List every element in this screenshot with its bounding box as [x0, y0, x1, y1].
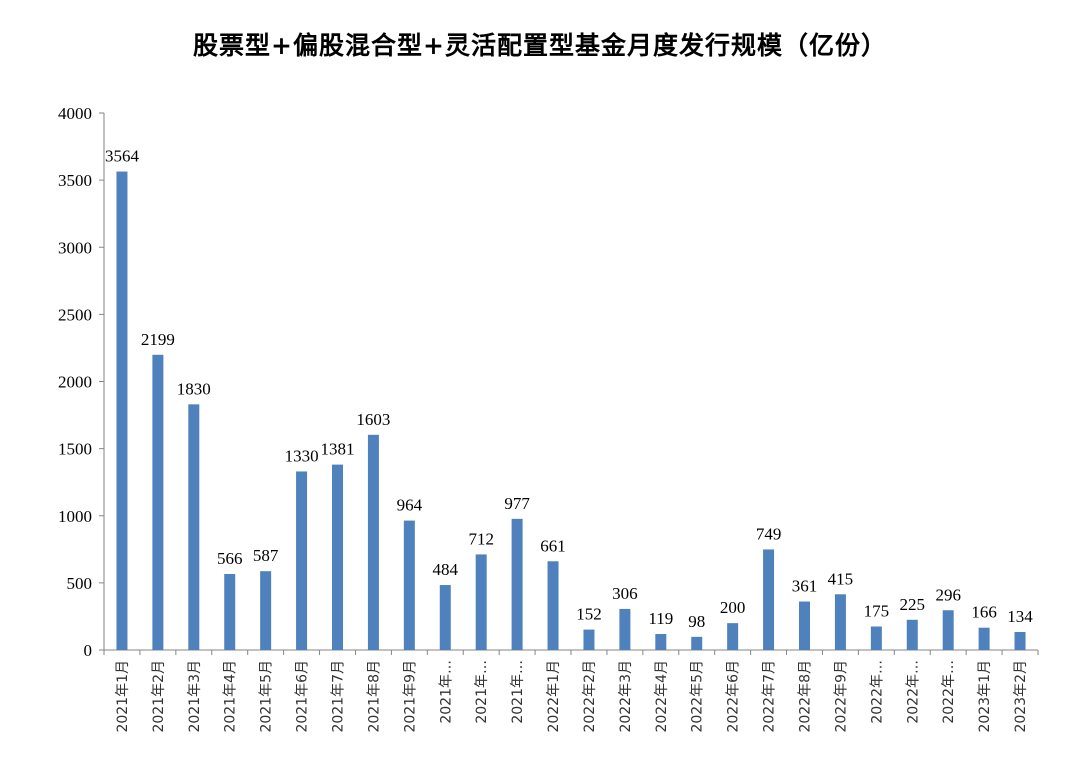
y-tick-label: 1500 [58, 440, 92, 459]
data-label: 1381 [321, 440, 355, 459]
bar [224, 574, 236, 650]
data-label: 1603 [356, 410, 390, 429]
bar [942, 610, 954, 650]
category-label: 2021年… [510, 660, 526, 724]
chart-title: 股票型+偏股混合型+灵活配置型基金月度发行规模（亿份） [193, 31, 887, 60]
category-label: 2021年7月 [331, 660, 347, 733]
data-label: 566 [217, 549, 243, 568]
data-label: 2199 [141, 330, 175, 349]
category-label: 2023年1月 [977, 660, 993, 733]
data-label: 1830 [177, 379, 211, 398]
bar [870, 626, 882, 650]
bar [655, 634, 667, 650]
bar [583, 629, 595, 650]
category-label: 2021年3月 [187, 660, 203, 733]
category-label: 2021年… [474, 660, 490, 724]
y-axis: 0 500 1000 1500 2000 2500 3000 3500 4000 [58, 104, 105, 660]
data-label: 415 [828, 569, 854, 588]
data-label: 484 [433, 560, 459, 579]
category-label: 2022年1月 [546, 660, 562, 733]
bar [978, 627, 990, 650]
category-label: 2021年4月 [223, 660, 239, 733]
data-label: 964 [397, 496, 423, 515]
bar [367, 434, 379, 650]
category-label: 2021年6月 [295, 660, 311, 733]
bar [727, 623, 739, 650]
bar [906, 619, 918, 650]
category-label: 2022年7月 [762, 660, 778, 733]
category-label: 2022年2月 [582, 660, 598, 733]
data-label: 977 [504, 494, 530, 513]
category-label: 2021年9月 [402, 660, 418, 733]
data-label: 296 [935, 585, 961, 604]
bar [1014, 632, 1026, 650]
bar [799, 601, 810, 650]
category-label: 2022年5月 [690, 660, 706, 733]
bar [403, 520, 415, 650]
bar [188, 404, 200, 650]
bar [439, 585, 451, 650]
bar [547, 561, 559, 650]
data-label: 119 [648, 609, 673, 628]
bar [763, 549, 775, 650]
data-label: 175 [864, 602, 890, 621]
data-label: 306 [612, 584, 638, 603]
data-label: 134 [1007, 607, 1033, 626]
data-label: 1330 [285, 446, 319, 465]
y-tick-label: 500 [67, 574, 93, 593]
bar [260, 571, 272, 650]
y-tick-label: 3000 [58, 238, 92, 257]
category-label: 2022年… [905, 660, 921, 724]
data-label: 98 [688, 612, 705, 631]
category-label: 2022年9月 [833, 660, 849, 733]
category-label: 2023年2月 [1013, 660, 1029, 733]
y-tick-label: 4000 [58, 104, 92, 123]
bar [296, 471, 308, 650]
y-tick-label: 0 [84, 641, 93, 660]
bar [332, 464, 343, 650]
y-tick-label: 2500 [58, 305, 92, 324]
category-label: 2021年8月 [366, 660, 382, 733]
category-label: 2021年1月 [115, 660, 131, 733]
bar [619, 608, 631, 650]
category-label: 2021年5月 [259, 660, 275, 733]
x-axis [103, 649, 1039, 655]
y-tick-label: 2000 [58, 373, 92, 392]
y-tick-label: 1000 [58, 507, 92, 526]
data-label: 200 [720, 598, 746, 617]
bars [116, 171, 1026, 650]
category-label: 2022年… [941, 660, 957, 724]
category-label: 2022年3月 [618, 660, 634, 733]
data-label: 152 [576, 605, 602, 624]
y-tick-label: 3500 [58, 171, 92, 190]
data-label: 749 [756, 524, 782, 543]
bar [691, 636, 703, 650]
data-label: 3564 [105, 147, 140, 166]
bar [511, 518, 523, 650]
bar [152, 354, 164, 650]
category-label: 2021年… [438, 660, 454, 724]
category-labels: 2021年1月 2021年2月 2021年3月 2021年4月 2021年5月 2021年… [115, 660, 1029, 733]
data-label: 587 [253, 546, 279, 565]
category-label: 2022年… [869, 660, 885, 724]
data-label: 225 [900, 595, 926, 614]
bar [116, 171, 128, 650]
data-label: 712 [468, 529, 494, 548]
data-label: 661 [540, 536, 566, 555]
category-label: 2022年8月 [798, 660, 814, 733]
data-label: 361 [792, 577, 818, 596]
bar [475, 554, 487, 650]
category-label: 2022年6月 [726, 660, 742, 733]
bar [834, 594, 846, 650]
data-label: 166 [971, 603, 997, 622]
category-label: 2022年4月 [654, 660, 670, 733]
category-label: 2021年2月 [151, 660, 167, 733]
